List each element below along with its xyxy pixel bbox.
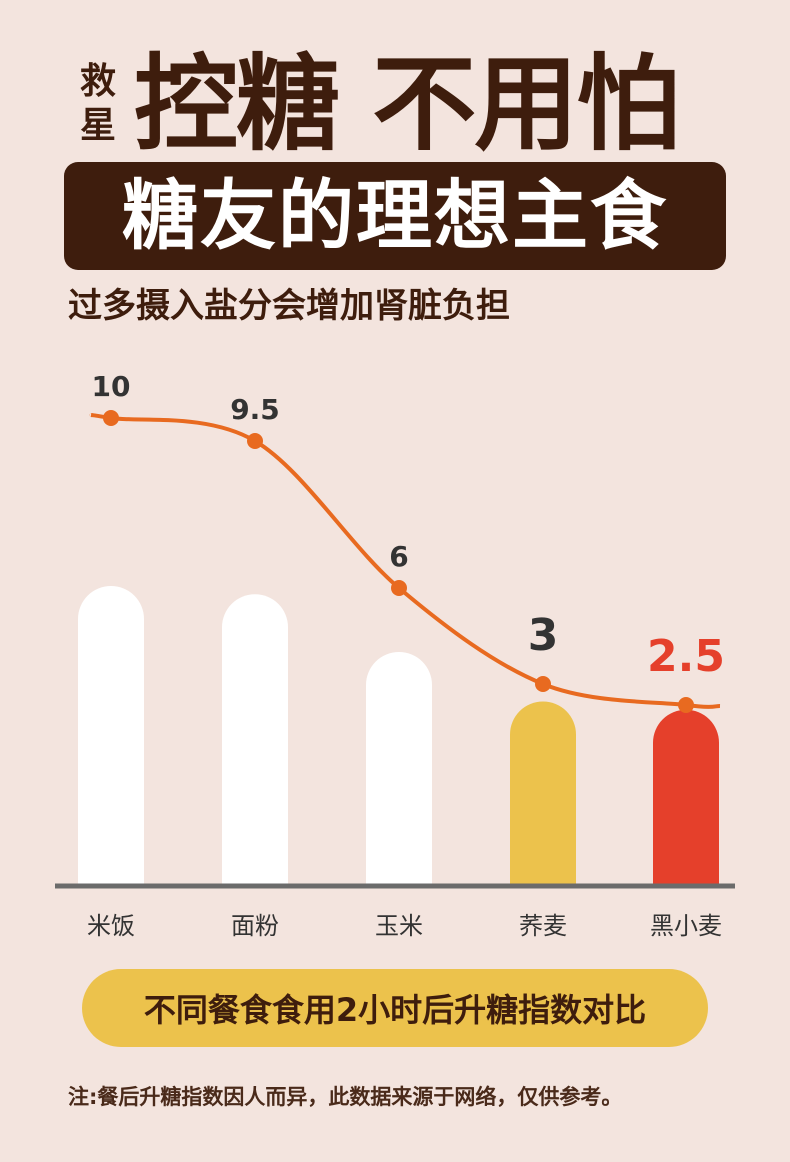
banner-text: 糖友的理想主食: [122, 171, 668, 260]
data-point-2: [391, 580, 407, 596]
data-point-4: [678, 697, 694, 713]
category-label-1: 面粉: [231, 912, 279, 940]
category-label-0: 米饭: [87, 912, 135, 940]
value-label-3: 3: [528, 610, 559, 661]
value-label-2: 6: [389, 540, 408, 573]
subtitle: 过多摄入盐分会增加肾脏负担: [68, 286, 510, 326]
category-label-3: 荞麦: [519, 912, 567, 940]
caption-pill: 不同餐食食用2小时后升糖指数对比: [82, 969, 708, 1047]
brand-mark: 救星: [79, 61, 116, 146]
caption-text: 不同餐食食用2小时后升糖指数对比: [143, 991, 647, 1029]
value-label-1: 9.5: [230, 393, 280, 426]
headline: 控糖 不用怕: [134, 43, 680, 165]
bar-0: [78, 586, 144, 886]
bar-1: [222, 594, 288, 886]
value-label-4: 2.5: [647, 631, 725, 682]
data-point-3: [535, 676, 551, 692]
data-point-1: [247, 433, 263, 449]
bar-3: [510, 701, 576, 886]
category-label-2: 玉米: [375, 912, 423, 940]
value-label-0: 10: [92, 370, 131, 403]
bar-2: [366, 652, 432, 886]
bar-4: [653, 709, 719, 886]
footnote: 注:餐后升糖指数因人而异，此数据来源于网络，仅供参考。: [68, 1085, 623, 1109]
data-point-0: [103, 410, 119, 426]
title-banner: 糖友的理想主食: [64, 162, 726, 270]
gi-chart: 10 9.5 6 3 2.5 米饭 面粉 玉米 荞麦 黑小麦: [55, 370, 735, 940]
category-label-4: 黑小麦: [650, 912, 722, 940]
